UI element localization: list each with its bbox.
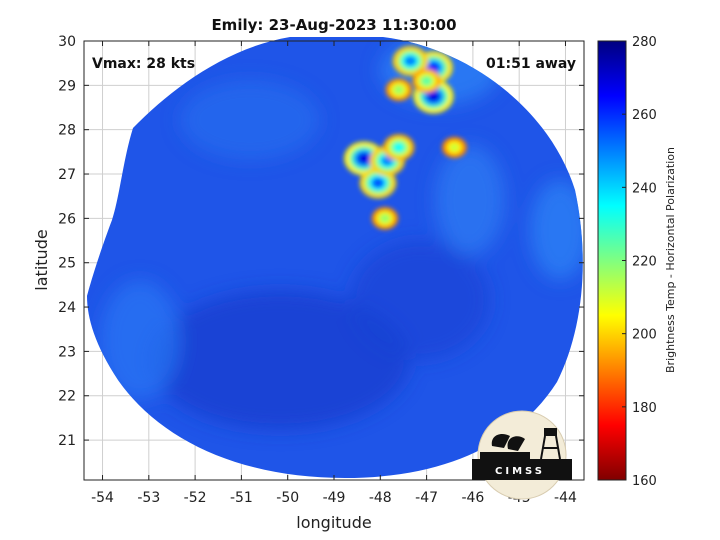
satellite-dish-icon [507,436,525,451]
swath-dark-patch [350,240,490,360]
y-axis: 21 22 23 24 25 26 27 28 29 30 [58,34,584,449]
y-tick-label: 30 [58,34,76,50]
colorbar-tick-label: 280 [632,35,657,50]
cold-cloud-cell [404,55,417,66]
y-tick-label: 22 [58,389,76,405]
colorbar-tick-label: 160 [632,474,657,489]
x-tick-label: -49 [323,490,346,506]
water-tower-icon [540,435,561,460]
water-tower-icon [544,428,557,436]
y-tick-label: 29 [58,78,76,94]
time-away-annotation: 01:51 away [486,56,576,72]
cold-cloud-cell [450,143,459,151]
cold-cloud-cell [426,90,441,103]
y-tick-label: 27 [58,167,76,183]
colorbar: 160 180 200 220 240 260 280 Brightness Temp - … [597,35,677,489]
swath-light-patch [435,145,505,255]
y-tick-label: 25 [58,256,76,272]
colorbar-gradient [597,40,627,481]
colorbar-label: Brightness Temp - Horizontal Polarizatio… [664,147,677,373]
brightness-temp-swath [87,37,583,478]
y-tick-label: 24 [58,300,76,316]
colorbar-tick-label: 240 [632,181,657,196]
cold-cloud-cell [371,177,385,189]
x-tick-label: -53 [137,490,160,506]
colorbar-tick-label: 180 [632,401,657,416]
satellite-dish-icon [491,434,510,448]
cold-cloud-cell [393,143,404,152]
y-tick-label: 28 [58,123,76,139]
swath-light-patch [100,280,180,400]
vmax-annotation: Vmax: 28 kts [92,56,195,72]
chart-title: Emily: 23-Aug-2023 11:30:00 [211,16,456,34]
x-tick-label: -44 [554,490,577,506]
cold-cloud-cell [394,86,404,94]
y-axis-label: latitude [32,229,51,290]
colorbar-tick-label: 260 [632,108,657,123]
colorbar-tick-label: 220 [632,255,657,270]
swath-light-patch [530,180,583,280]
colorbar-tick-label: 200 [632,328,657,343]
x-tick-label: -48 [369,490,392,506]
x-tick-label: -51 [230,490,253,506]
x-axis-label: longitude [296,513,371,532]
cold-cloud-cell [357,152,371,165]
logo-banner [472,459,572,480]
x-tick-label: -47 [415,490,438,506]
cold-cloud-cell [421,76,432,85]
swath-light-patch [180,80,320,160]
swath-dark-patch [150,290,410,430]
x-tick-label: -50 [276,490,299,506]
building-icon [480,452,530,459]
x-tick-label: -52 [184,490,207,506]
y-tick-label: 23 [58,344,76,360]
x-tick-label: -46 [461,490,484,506]
cimss-logo: CIMSS [472,410,572,500]
y-tick-label: 26 [58,211,76,227]
y-tick-label: 21 [58,433,76,449]
x-tick-label: -54 [91,490,114,506]
cold-cloud-cell [380,214,390,223]
logo-text: CIMSS [495,466,545,477]
